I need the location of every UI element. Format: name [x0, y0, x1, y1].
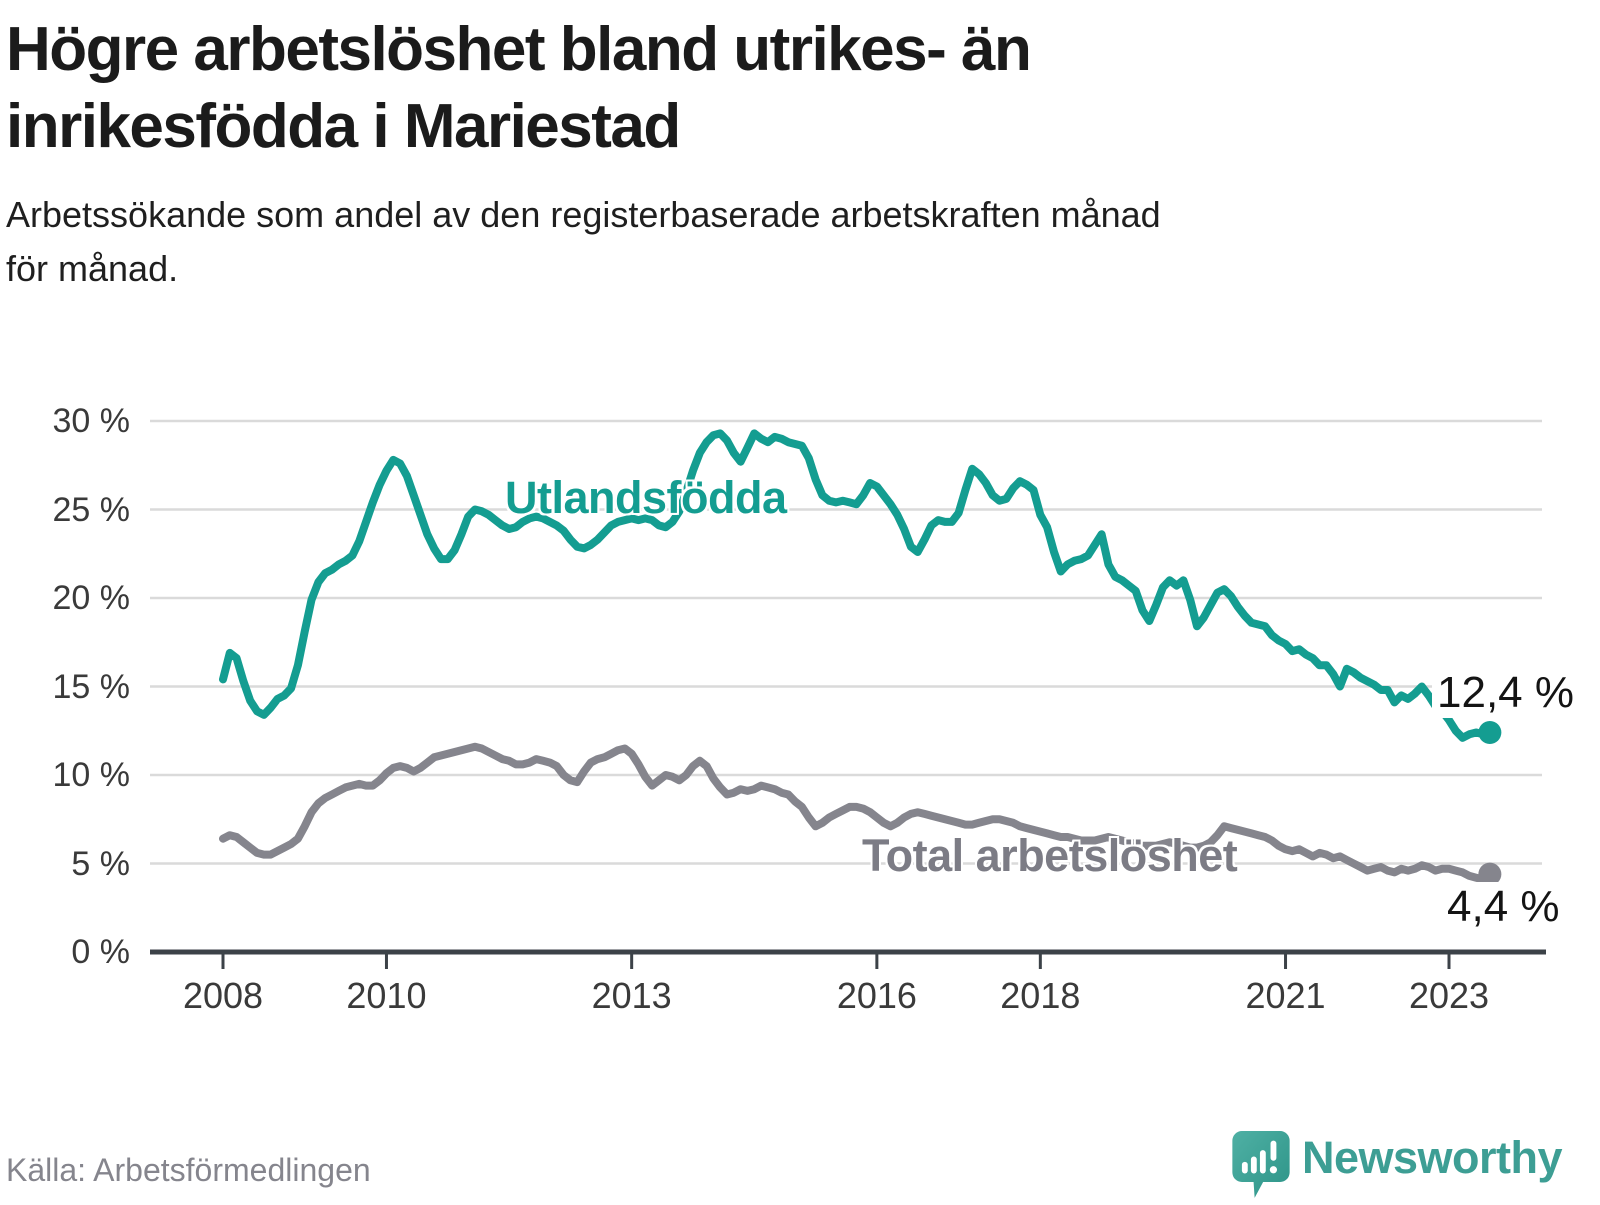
- newsworthy-logo-text: Newsworthy: [1302, 1132, 1563, 1183]
- x-tick-label-2021: 2021: [1245, 975, 1326, 1016]
- chart-subtitle-line2: för månad.: [6, 248, 179, 289]
- x-tick-label-2016: 2016: [836, 975, 917, 1016]
- x-tick-label-2008: 2008: [182, 975, 264, 1016]
- x-tick-label-2018: 2018: [1000, 975, 1081, 1016]
- y-tick-label-30: 30 %: [52, 402, 131, 440]
- chart-title-line1: Högre arbetslöshet bland utrikes- än: [6, 15, 1032, 84]
- chart-title-line2: inrikesfödda i Mariestad: [6, 91, 681, 161]
- chart-subtitle: Arbetssökande som andel av den registerb…: [6, 188, 1566, 296]
- series-line-1: [219, 742, 1494, 884]
- chart-title: Högre arbetslöshet bland utrikes- än inr…: [6, 12, 1326, 166]
- series-label-utlandsfodda: Utlandsfödda: [505, 472, 787, 523]
- source-credit: Källa: Arbetsförmedlingen: [6, 1152, 371, 1188]
- x-tick-label-2010: 2010: [346, 975, 427, 1016]
- y-tick-label-5: 5 %: [71, 844, 130, 883]
- newsworthy-speech-bubble-chart-icon: [1232, 1131, 1290, 1198]
- newsworthy-logo: Newsworthy: [1230, 1130, 1590, 1200]
- series-end-dot-0: [1478, 721, 1502, 745]
- y-tick-label-10: 10 %: [52, 756, 131, 794]
- x-tick-label-2023: 2023: [1408, 975, 1490, 1016]
- y-tick-label-15: 15 %: [52, 667, 131, 706]
- series-end-dot-1: [1478, 862, 1502, 886]
- end-value-label-total: 4,4 %: [1442, 882, 1565, 932]
- x-tick-label-2013: 2013: [591, 975, 672, 1016]
- y-tick-label-0: 0 %: [71, 933, 130, 971]
- y-tick-label-25: 25 %: [52, 490, 131, 529]
- end-value-label-utlandsfodda: 12,4 %: [1432, 668, 1579, 718]
- chart-subtitle-line1: Arbetssökande som andel av den registerb…: [6, 194, 1161, 235]
- series-line-0: [219, 429, 1494, 742]
- series-label-total-arbetsloshet: Total arbetslöshet: [862, 830, 1238, 881]
- y-tick-label-20: 20 %: [52, 579, 131, 617]
